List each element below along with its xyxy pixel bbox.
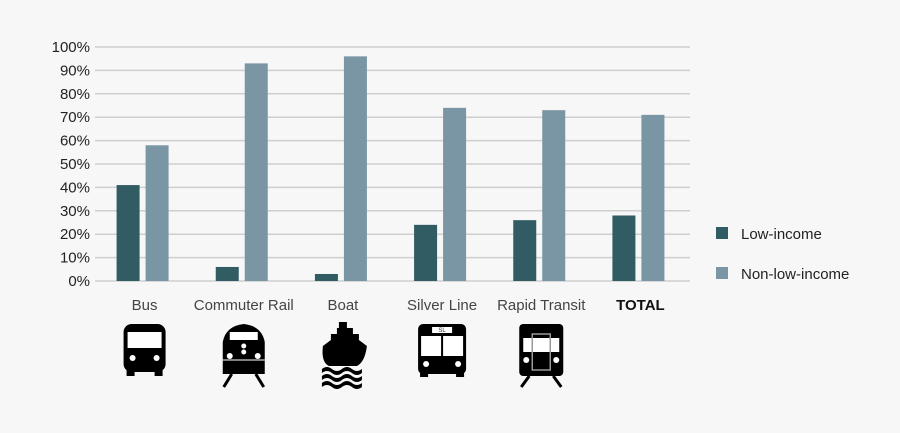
headlight [553, 357, 560, 363]
legend-label: Non-low-income [741, 266, 849, 283]
y-tick-label: 90% [60, 62, 90, 79]
rapid-transit-icon [519, 324, 564, 388]
y-tick-label: 100% [52, 39, 90, 56]
bus-window [127, 332, 162, 348]
bar-low-income [612, 215, 636, 281]
legend-label: Low-income [741, 226, 822, 243]
x-tick-label: Boat [327, 297, 359, 314]
bar-low-income [314, 273, 338, 281]
wheel [456, 372, 465, 377]
x-tick-label: Commuter Rail [194, 297, 294, 314]
y-tick-label: 20% [60, 226, 90, 243]
bus-window [421, 336, 442, 356]
y-tick-label: 70% [60, 109, 90, 126]
wave [321, 367, 362, 375]
legend-swatch [716, 267, 728, 279]
wheel [154, 370, 163, 376]
y-tick-label: 0% [68, 273, 90, 290]
headlight [153, 355, 160, 361]
x-tick-label: Rapid Transit [497, 297, 586, 314]
bar-non-low-income [443, 107, 467, 281]
wheel [420, 372, 429, 377]
headlight [129, 355, 136, 361]
y-tick-label: 10% [60, 250, 90, 267]
wave [321, 374, 362, 382]
legend-swatch [716, 227, 728, 239]
rails [222, 373, 266, 388]
light [241, 349, 247, 355]
train-door [531, 333, 551, 371]
y-tick-label: 40% [60, 179, 90, 196]
commuter-rail-icon [222, 324, 266, 388]
bus-window [443, 336, 464, 356]
x-tick-label: TOTAL [616, 297, 665, 314]
rails [520, 375, 563, 388]
route-sign-text: SL [438, 328, 446, 334]
train-window [229, 332, 258, 340]
bar-low-income [215, 266, 239, 281]
headlight [523, 357, 530, 363]
silver-line-bus-icon: SL [418, 324, 467, 377]
bar-low-income [513, 220, 537, 281]
y-tick-label: 30% [60, 203, 90, 220]
bus-icon [123, 324, 166, 376]
train-window [523, 338, 560, 352]
bar-low-income [414, 224, 438, 281]
light [254, 353, 261, 359]
ship-hull [322, 322, 367, 366]
x-tick-label: Silver Line [407, 297, 477, 314]
boat-icon [321, 322, 367, 389]
train-body [222, 324, 265, 374]
headlight [455, 361, 462, 367]
bar-non-low-income [542, 110, 566, 282]
y-tick-label: 80% [60, 86, 90, 103]
light [226, 353, 233, 359]
route-sign [432, 327, 453, 333]
bar-non-low-income [343, 56, 367, 281]
wave [321, 381, 362, 389]
bar-non-low-income [145, 145, 169, 281]
y-tick-label: 60% [60, 133, 90, 150]
bar-non-low-income [244, 63, 268, 281]
headlight [423, 361, 430, 367]
bar-low-income [116, 185, 140, 281]
y-tick-label: 50% [60, 156, 90, 173]
light [241, 343, 247, 349]
x-tick-label: Bus [132, 297, 158, 314]
bar-non-low-income [641, 114, 665, 281]
wheel [126, 370, 135, 376]
